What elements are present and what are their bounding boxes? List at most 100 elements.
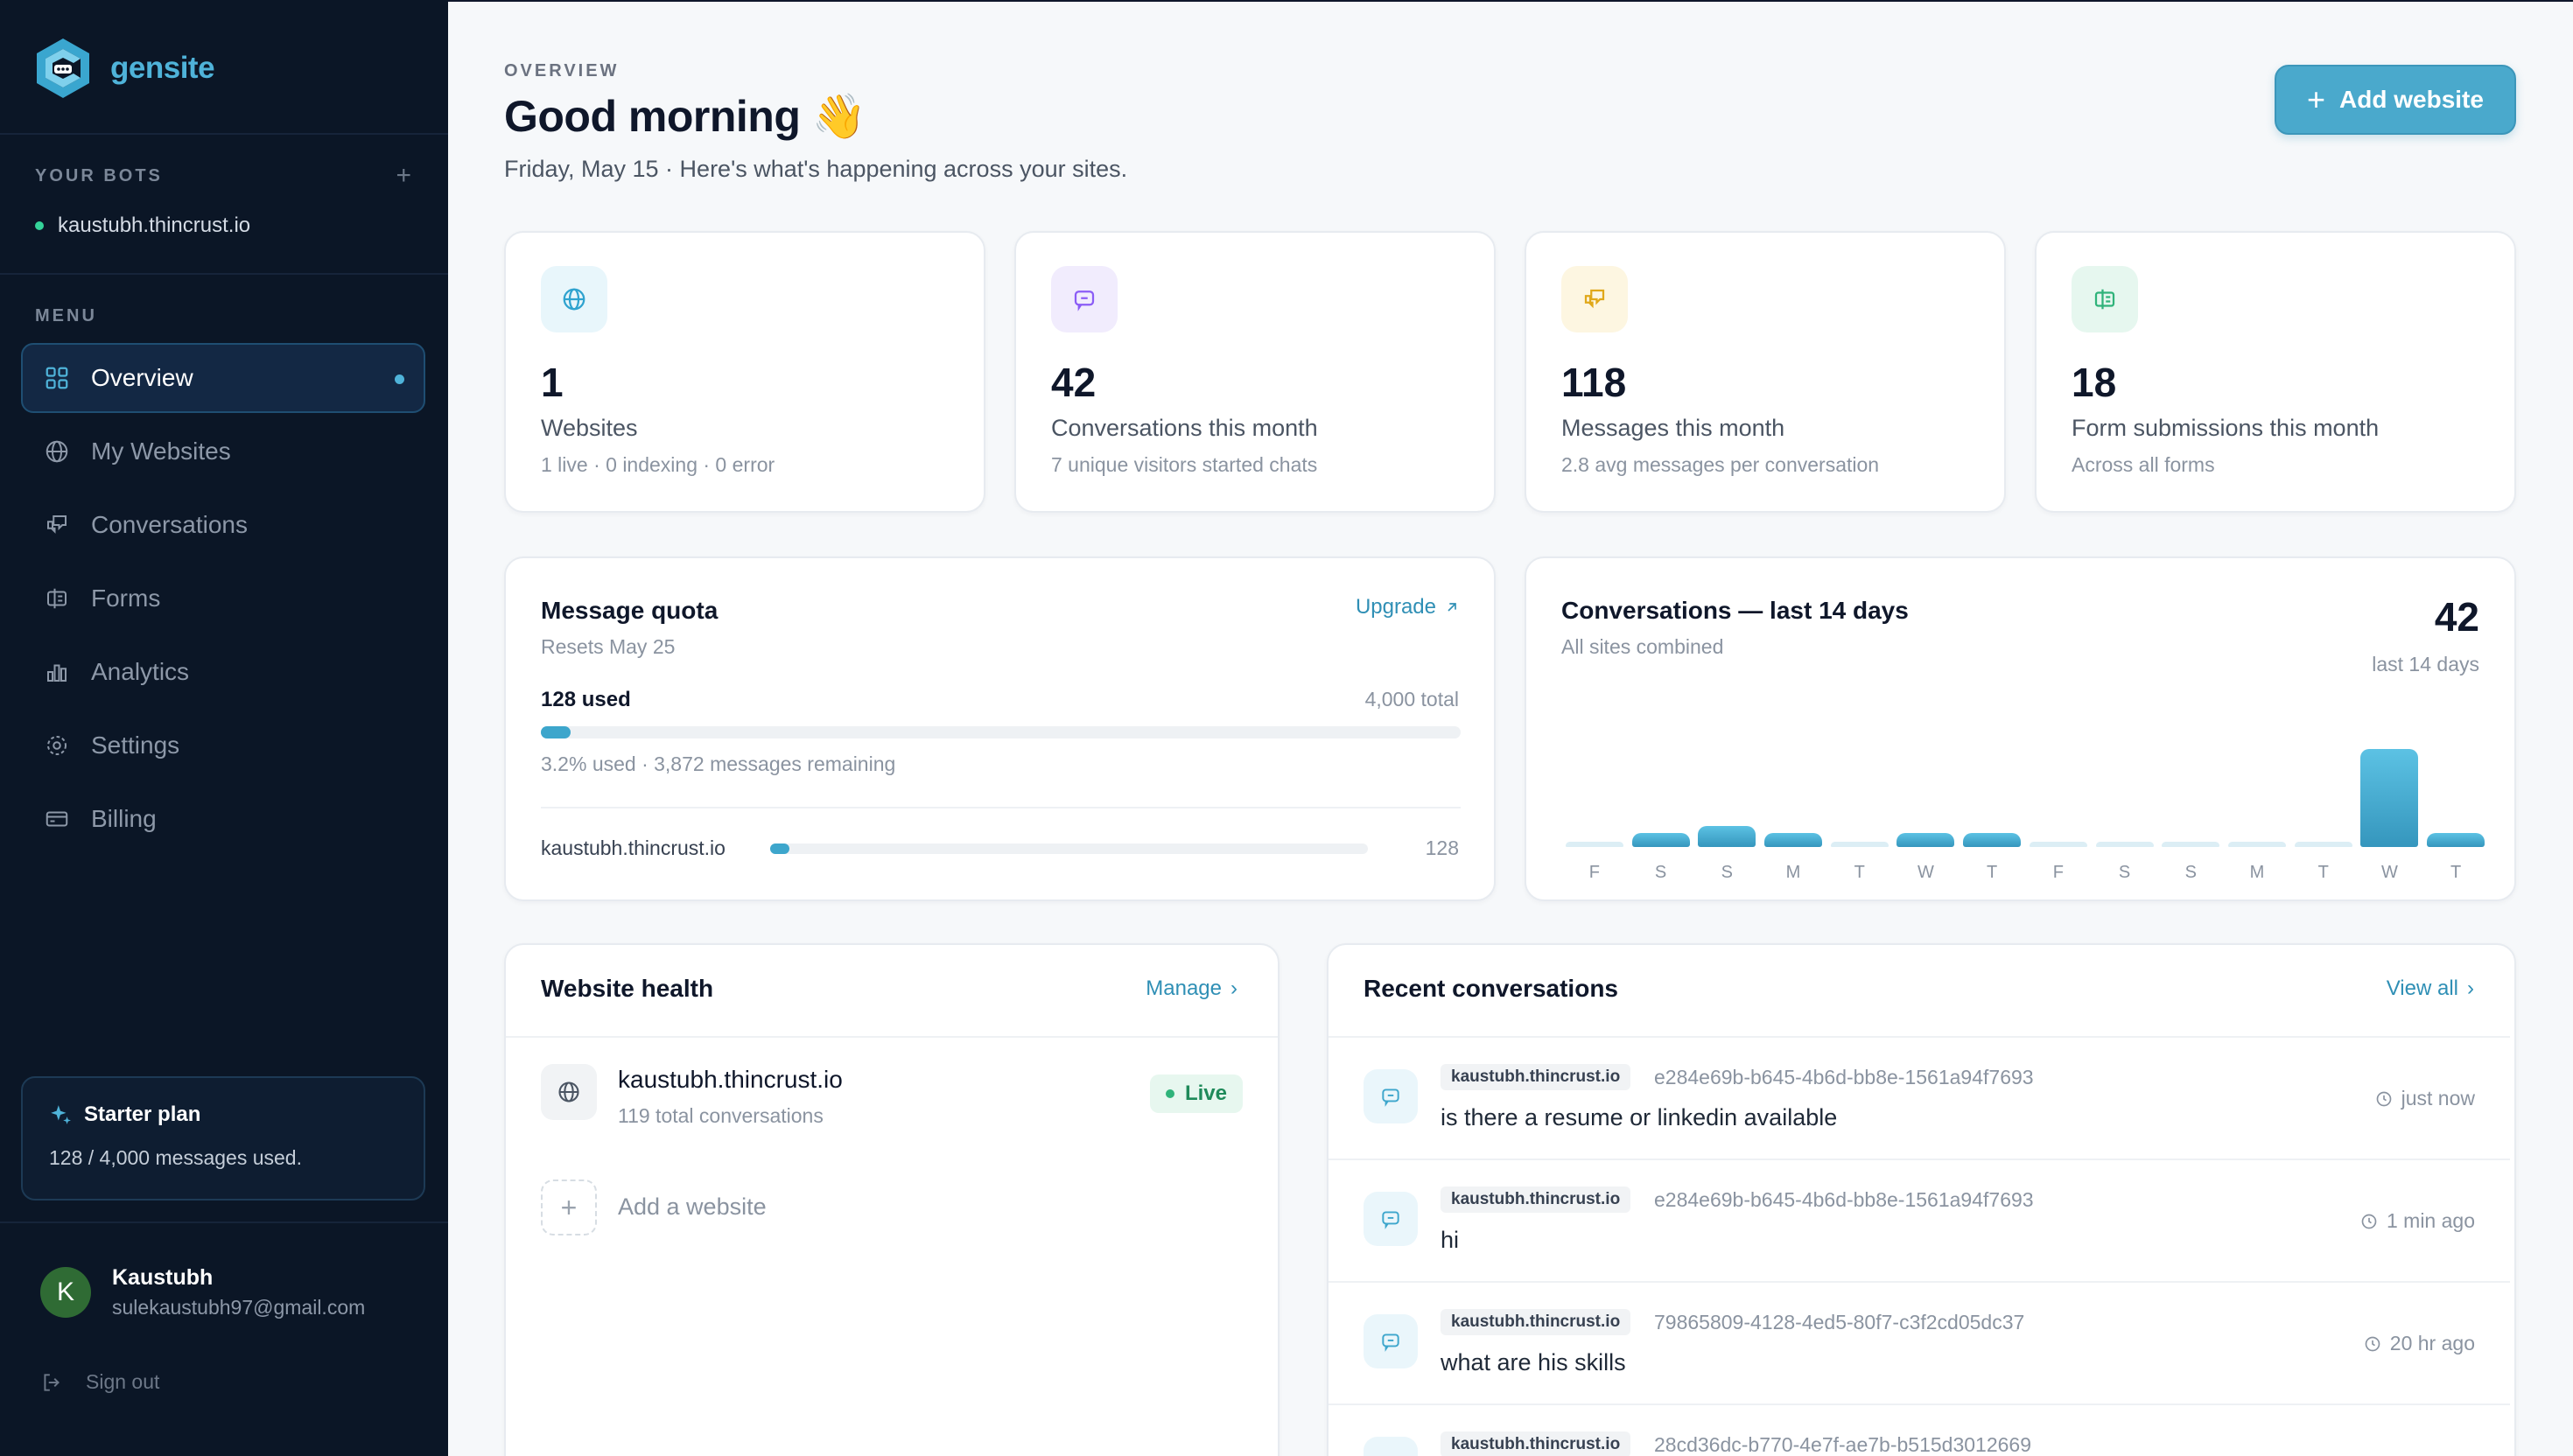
chart-bar[interactable]	[2228, 842, 2286, 847]
upgrade-label: Upgrade	[1355, 595, 1436, 619]
grid-icon	[46, 367, 68, 389]
nav-label: Conversations	[91, 511, 248, 538]
status-dot	[1165, 1089, 1174, 1098]
stat-label: Websites	[541, 415, 638, 441]
sign-out-button[interactable]: Sign out	[40, 1370, 159, 1394]
user-email: sulekaustubh97@gmail.com	[112, 1296, 366, 1319]
top-border	[448, 0, 2573, 2]
chart-bar[interactable]	[2427, 833, 2485, 847]
sidebar: gensite YOUR BOTS + kaustubh.thincrust.i…	[0, 0, 448, 1456]
stat-subtext: Across all forms	[2072, 453, 2215, 476]
quota-site-value: 128	[1425, 836, 1459, 859]
bot-item[interactable]: kaustubh.thincrust.io	[35, 214, 250, 238]
conversation-id: 79865809-4128-4ed5-80f7-c3f2cd05dc37	[1654, 1311, 2025, 1334]
stat-value: 118	[1561, 360, 1627, 405]
plus-icon: +	[2307, 81, 2326, 117]
menu-section-label: MENU	[35, 306, 97, 326]
message-icon-box	[1364, 1437, 1418, 1456]
time-label: just now	[2401, 1087, 2475, 1110]
card-title: Recent conversations	[1364, 975, 1618, 1002]
upgrade-link[interactable]: Upgrade	[1356, 595, 1459, 620]
brand[interactable]: gensite	[33, 35, 215, 102]
stat-subtext: 1 live · 0 indexing · 0 error	[541, 453, 775, 476]
gensite-logo-icon	[37, 38, 89, 98]
arrow-up-right-icon	[1448, 603, 1456, 612]
form-icon	[2094, 289, 2115, 310]
user-profile[interactable]: K Kaustubh sulekaustubh97@gmail.com	[40, 1265, 365, 1320]
chart-title: Conversations — last 14 days	[1561, 597, 1909, 624]
nav-label: Billing	[91, 805, 157, 832]
conversation-id: e284e69b-b645-4b6d-bb8e-1561a94f7693	[1654, 1188, 2034, 1211]
nav-item-forms[interactable]: Forms	[21, 564, 425, 634]
manage-label: Manage	[1146, 976, 1222, 1000]
add-website-tile[interactable]: +	[541, 1180, 597, 1236]
stat-card-websites[interactable]: 1 Websites 1 live · 0 indexing · 0 error	[504, 231, 985, 513]
plan-usage: 128 / 4,000 messages used.	[49, 1146, 302, 1169]
conversation-row[interactable]: kaustubh.thincrust.io 79865809-4128-4ed5…	[1329, 1281, 2510, 1404]
main-nav: Overview My Websites Conversations Forms…	[21, 343, 425, 858]
chat-icon	[1584, 289, 1605, 309]
chart-bar[interactable]	[2095, 842, 2154, 847]
nav-item-billing[interactable]: Billing	[21, 784, 425, 854]
manage-link[interactable]: Manage ›	[1146, 976, 1237, 1001]
conversation-row[interactable]: kaustubh.thincrust.io e284e69b-b645-4b6d…	[1329, 1158, 2510, 1281]
clock-icon	[2376, 1091, 2391, 1106]
chart-bar[interactable]	[1764, 833, 1822, 847]
message-icon	[1074, 290, 1095, 312]
nav-item-overview[interactable]: Overview	[21, 343, 425, 413]
active-indicator	[395, 374, 404, 384]
divider	[506, 1036, 1278, 1038]
add-website-link[interactable]: Add a website	[618, 1194, 767, 1220]
chart-tick-label: F	[1588, 863, 1600, 882]
waving-hand-icon: 👋	[811, 92, 866, 141]
greeting-text: Good morning	[504, 92, 801, 141]
conversation-row[interactable]: kaustubh.thincrust.io e284e69b-b645-4b6d…	[1329, 1036, 2510, 1158]
chart-bar[interactable]	[2360, 749, 2419, 847]
chart-tick-label: S	[2184, 863, 2197, 882]
divider	[0, 133, 448, 135]
add-bot-button[interactable]: +	[396, 161, 411, 190]
nav-item-analytics[interactable]: Analytics	[21, 637, 425, 707]
card-title: Website health	[541, 975, 714, 1002]
quota-progress-bar	[541, 726, 1461, 738]
stat-card-messages[interactable]: 118 Messages this month 2.8 avg messages…	[1525, 231, 2006, 513]
chart-bar[interactable]	[1631, 833, 1690, 847]
add-website-button[interactable]: + Add website	[2275, 65, 2516, 135]
conversation-row[interactable]: kaustubh.thincrust.io 28cd36dc-b770-4e7f…	[1329, 1404, 2510, 1456]
chart-bar[interactable]	[1565, 842, 1623, 847]
avatar: K	[40, 1267, 91, 1318]
message-icon	[1382, 1211, 1399, 1229]
chart-bar[interactable]	[2029, 842, 2087, 847]
chart-bar[interactable]	[1830, 842, 1889, 847]
stat-card-conversations[interactable]: 42 Conversations this month 7 unique vis…	[1014, 231, 1496, 513]
brand-name: gensite	[110, 51, 215, 85]
recent-conversations-card: Recent conversations View all › kaustubh…	[1327, 943, 2516, 1456]
quota-total: 4,000 total	[1364, 688, 1459, 710]
bot-name: kaustubh.thincrust.io	[58, 214, 251, 237]
view-all-link[interactable]: View all ›	[2387, 976, 2474, 1001]
divider	[541, 807, 1461, 808]
nav-item-settings[interactable]: Settings	[21, 710, 425, 780]
stat-card-forms[interactable]: 18 Form submissions this month Across al…	[2035, 231, 2516, 513]
nav-item-my-websites[interactable]: My Websites	[21, 416, 425, 486]
chart-bar[interactable]	[1698, 826, 1756, 847]
add-website-label: Add website	[2339, 86, 2484, 113]
stat-icon-box	[541, 266, 607, 332]
chart-bar[interactable]	[1963, 833, 2022, 847]
chart-bar[interactable]	[2162, 842, 2220, 847]
stat-icon-box	[1561, 266, 1628, 332]
chart-bar[interactable]	[2294, 842, 2352, 847]
chat-icon	[47, 515, 67, 534]
chart-subtitle: All sites combined	[1561, 635, 1724, 658]
chart-tick-label: F	[2052, 863, 2064, 882]
conversation-message: what are his skills	[1441, 1349, 1626, 1376]
nav-item-conversations[interactable]: Conversations	[21, 490, 425, 560]
chart-bar[interactable]	[1896, 833, 1955, 847]
nav-label: Analytics	[91, 658, 190, 685]
plan-card[interactable]: Starter plan 128 / 4,000 messages used.	[21, 1076, 425, 1200]
site-tag: kaustubh.thincrust.io	[1441, 1064, 1631, 1090]
status-label: Live	[1184, 1082, 1227, 1105]
chart-tick-label: T	[2450, 863, 2462, 882]
health-site-name[interactable]: kaustubh.thincrust.io	[618, 1066, 843, 1093]
globe-icon	[46, 440, 68, 463]
